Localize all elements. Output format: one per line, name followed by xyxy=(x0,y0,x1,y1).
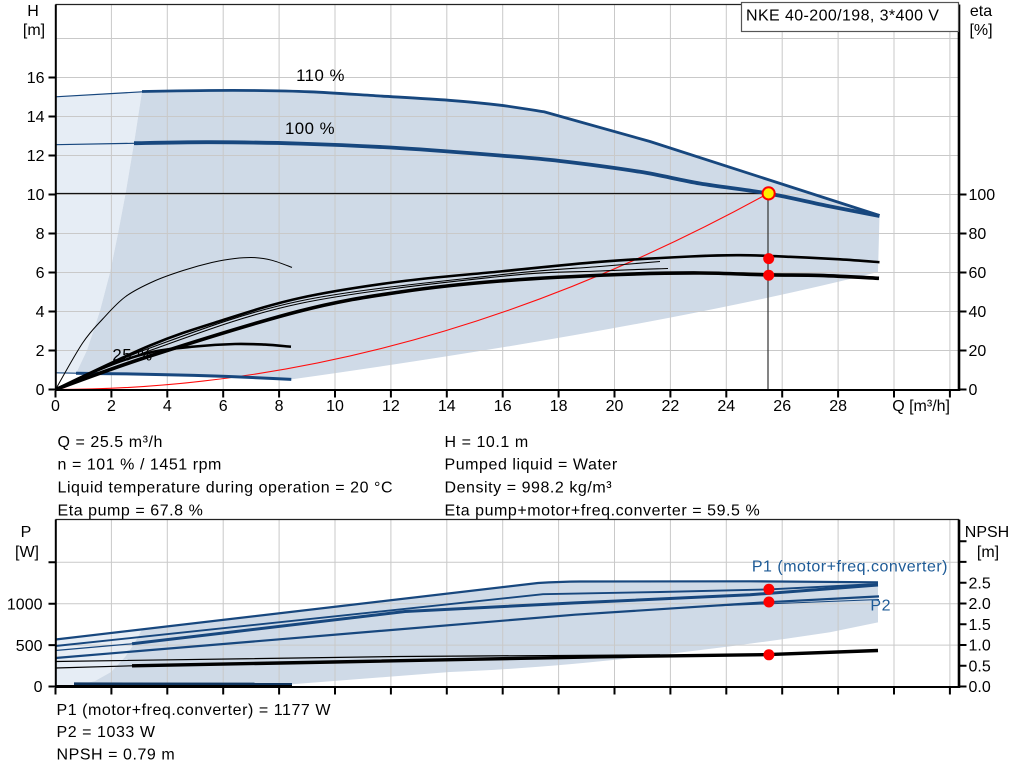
svg-text:28: 28 xyxy=(829,398,847,415)
svg-text:1000: 1000 xyxy=(7,596,43,613)
svg-text:H = 10.1 m: H = 10.1 m xyxy=(445,434,529,451)
svg-text:Q = 25.5 m³/h: Q = 25.5 m³/h xyxy=(58,434,163,451)
svg-text:2.0: 2.0 xyxy=(969,596,991,613)
svg-text:[m]: [m] xyxy=(977,544,999,561)
svg-text:40: 40 xyxy=(969,304,987,321)
svg-text:14: 14 xyxy=(27,109,45,126)
svg-text:NPSH: NPSH xyxy=(965,524,1009,541)
svg-text:NPSH = 0.79 m: NPSH = 0.79 m xyxy=(57,747,176,764)
svg-text:10: 10 xyxy=(326,398,344,415)
svg-text:20: 20 xyxy=(969,343,987,360)
svg-text:16: 16 xyxy=(494,398,512,415)
svg-text:26: 26 xyxy=(773,398,791,415)
svg-text:12: 12 xyxy=(382,398,400,415)
svg-text:P1 (motor+freq.converter): P1 (motor+freq.converter) xyxy=(752,559,948,576)
svg-text:[%]: [%] xyxy=(969,22,992,39)
svg-text:Density = 998.2 kg/m³: Density = 998.2 kg/m³ xyxy=(445,480,613,497)
svg-text:2: 2 xyxy=(36,343,45,360)
svg-text:2.5: 2.5 xyxy=(969,575,991,592)
svg-text:0: 0 xyxy=(36,382,45,399)
svg-text:eta: eta xyxy=(970,3,992,20)
svg-text:0: 0 xyxy=(51,398,60,415)
svg-text:0: 0 xyxy=(969,382,978,399)
svg-text:60: 60 xyxy=(969,265,987,282)
svg-text:22: 22 xyxy=(662,398,680,415)
svg-text:20: 20 xyxy=(606,398,624,415)
svg-text:NKE 40-200/198, 3*400 V: NKE 40-200/198, 3*400 V xyxy=(746,8,939,25)
svg-text:24: 24 xyxy=(717,398,735,415)
svg-text:6: 6 xyxy=(36,265,45,282)
svg-text:Q [m³/h]: Q [m³/h] xyxy=(892,398,950,415)
svg-text:P1 (motor+freq.converter) = 11: P1 (motor+freq.converter) = 1177 W xyxy=(57,702,332,719)
svg-text:500: 500 xyxy=(16,638,43,655)
svg-text:100 %: 100 % xyxy=(285,119,335,138)
svg-text:4: 4 xyxy=(36,304,45,321)
svg-text:8: 8 xyxy=(36,226,45,243)
svg-text:Liquid temperature during oper: Liquid temperature during operation = 20… xyxy=(58,480,394,497)
svg-text:18: 18 xyxy=(550,398,568,415)
svg-text:14: 14 xyxy=(438,398,456,415)
svg-text:4: 4 xyxy=(163,398,172,415)
svg-text:2: 2 xyxy=(107,398,116,415)
svg-text:80: 80 xyxy=(969,226,987,243)
svg-text:[W]: [W] xyxy=(15,544,39,561)
svg-text:110 %: 110 % xyxy=(296,66,345,85)
svg-text:16: 16 xyxy=(27,70,45,87)
svg-text:6: 6 xyxy=(219,398,228,415)
svg-text:H: H xyxy=(27,3,39,20)
svg-text:Pumped liquid = Water: Pumped liquid = Water xyxy=(445,457,618,474)
svg-text:1.5: 1.5 xyxy=(969,617,991,634)
svg-text:P2 = 1033 W: P2 = 1033 W xyxy=(57,724,156,741)
svg-text:0.0: 0.0 xyxy=(969,679,991,696)
svg-text:100: 100 xyxy=(969,187,996,204)
svg-text:Eta pump+motor+freq.converter: Eta pump+motor+freq.converter = 59.5 % xyxy=(445,502,761,519)
svg-text:12: 12 xyxy=(27,148,45,165)
svg-text:1.0: 1.0 xyxy=(969,638,991,655)
svg-text:0: 0 xyxy=(34,679,43,696)
svg-text:P2: P2 xyxy=(870,598,891,615)
svg-text:Eta pump = 67.8 %: Eta pump = 67.8 % xyxy=(58,502,204,519)
svg-text:8: 8 xyxy=(275,398,284,415)
svg-text:0.5: 0.5 xyxy=(969,658,991,675)
svg-text:10: 10 xyxy=(27,187,45,204)
svg-text:[m]: [m] xyxy=(23,22,45,39)
svg-text:P: P xyxy=(21,524,32,541)
svg-text:n = 101 % / 1451 rpm: n = 101 % / 1451 rpm xyxy=(58,457,222,474)
